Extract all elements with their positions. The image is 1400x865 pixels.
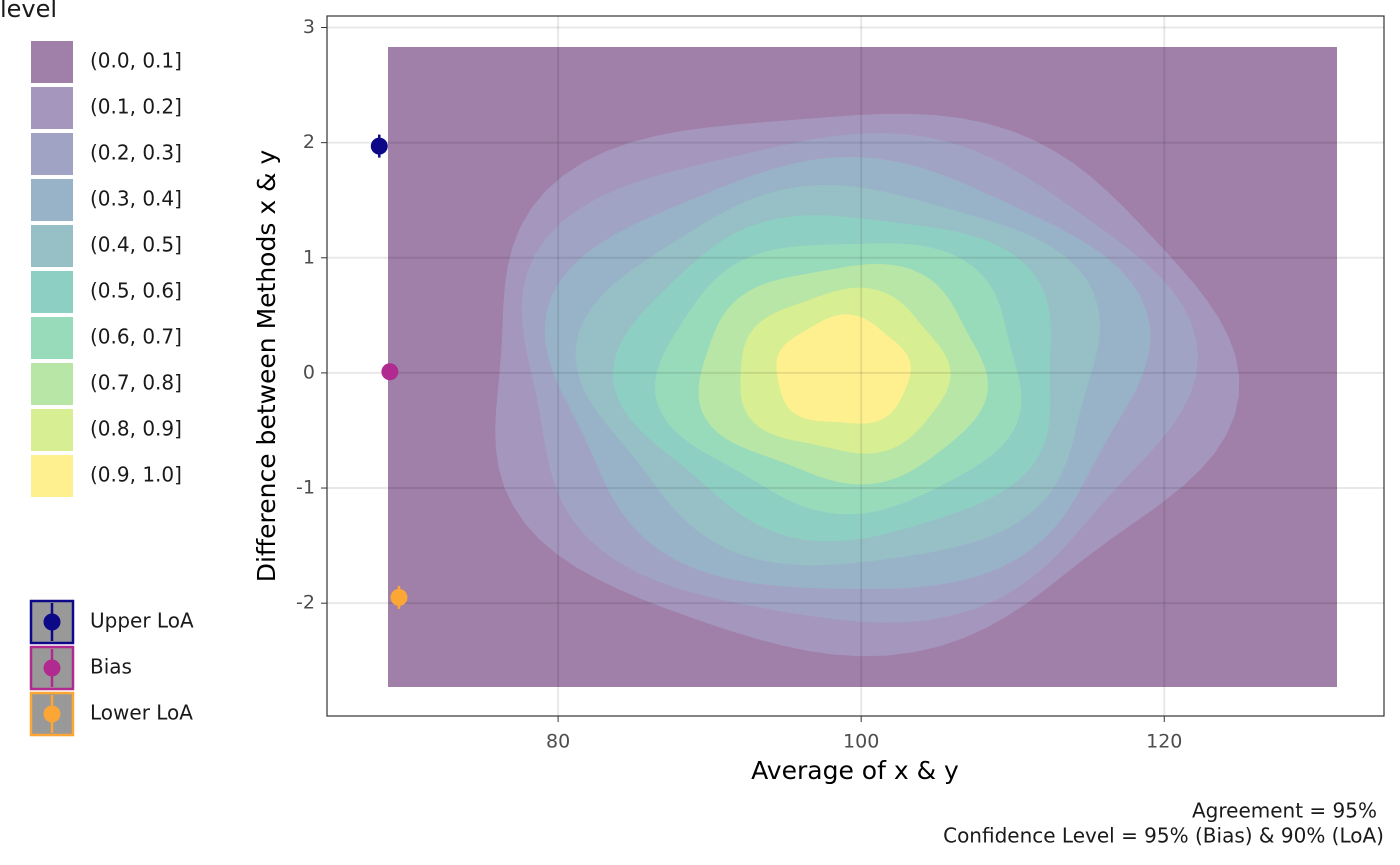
x-tick-label: 80	[546, 731, 570, 753]
y-tick-label: 0	[303, 361, 315, 383]
legend-key	[29, 269, 75, 315]
y-tick-label: 2	[303, 131, 315, 153]
legend-label: (0.8, 0.9]	[90, 417, 182, 441]
legend-label: (0.0, 0.1]	[90, 49, 182, 73]
plot-border	[326, 15, 1385, 717]
point	[370, 137, 388, 155]
y-tick-label: 1	[303, 246, 315, 268]
legend-label: (0.9, 1.0]	[90, 463, 182, 487]
legend-key	[29, 223, 75, 269]
density-contour	[776, 314, 911, 424]
legend-label: (0.4, 0.5]	[90, 233, 182, 257]
legend-label: (0.6, 0.7]	[90, 325, 182, 349]
x-tick-label: 100	[843, 731, 879, 753]
legend-title: level	[0, 0, 57, 23]
legend-key	[29, 315, 75, 361]
legend-label: (0.7, 0.8]	[90, 371, 182, 395]
y-tick-label: -1	[296, 477, 315, 499]
legend-label: (0.5, 0.6]	[90, 279, 182, 303]
caption: Agreement = 95%	[1192, 799, 1377, 823]
legend-label: (0.2, 0.3]	[90, 141, 182, 165]
legend-key	[29, 39, 75, 85]
legend-label: Lower LoA	[90, 701, 193, 725]
x-axis-title: Average of x & y	[751, 756, 959, 785]
y-axis-title: Difference between Methods x & y	[252, 149, 281, 582]
legend-label: Upper LoA	[90, 609, 194, 633]
legend-key-point	[43, 613, 61, 631]
legend-key	[29, 361, 75, 407]
legend-key	[29, 131, 75, 177]
legend-key-point	[43, 659, 61, 677]
legend-key	[29, 407, 75, 453]
legend-key	[29, 453, 75, 499]
point	[381, 363, 399, 381]
point	[390, 588, 408, 606]
caption: Confidence Level = 95% (Bias) & 90% (LoA…	[943, 824, 1384, 848]
legend-label: (0.1, 0.2]	[90, 95, 182, 119]
x-tick-label: 120	[1146, 731, 1182, 753]
legend-label: (0.3, 0.4]	[90, 187, 182, 211]
legend-key-point	[43, 705, 61, 723]
y-tick-label: 3	[303, 16, 315, 38]
legend-key	[29, 177, 75, 223]
legend-key	[29, 85, 75, 131]
legend-label: Bias	[90, 655, 132, 679]
y-tick-label: -2	[296, 592, 315, 614]
